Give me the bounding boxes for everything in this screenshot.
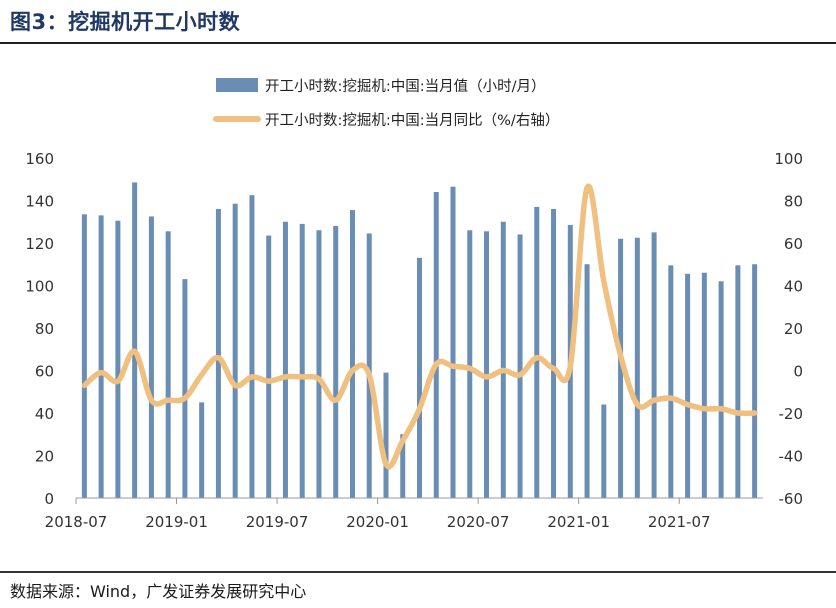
legend-swatch-bar: [216, 78, 258, 92]
legend: 开工小时数:挖掘机:中国:当月值（小时/月） 开工小时数:挖掘机:中国:当月同比…: [213, 78, 559, 129]
x-tick-label-2021-07: 2021-07: [648, 513, 711, 531]
left-axis-ticks: 0 20 40 60 80 100 120 140 160: [25, 150, 54, 508]
bar-2019-03: [215, 209, 221, 498]
bar-2021-11: [752, 264, 758, 498]
bar-2018-08: [98, 215, 104, 499]
bar-series: [81, 182, 758, 499]
x-tick-label-2020-07: 2020-07: [447, 513, 510, 531]
bar-2018-09: [115, 220, 121, 498]
right-axis-ticks: -60 -40 -20 0 20 40 60 80 100: [774, 150, 803, 508]
bar-2019-05: [249, 195, 255, 498]
line-series: [81, 183, 758, 470]
bar-2020-06: [467, 230, 473, 498]
legend-label-bar: 开工小时数:挖掘机:中国:当月值（小时/月）: [265, 78, 546, 95]
left-tick-label-60: 60: [35, 363, 54, 381]
bar-2018-12: [165, 231, 171, 498]
bar-2020-09: [517, 234, 523, 498]
title-divider: [0, 42, 836, 44]
bar-2021-03: [618, 238, 624, 498]
bar-2020-02: [400, 434, 406, 498]
bar-2021-01: [584, 264, 590, 498]
bar-2019-08: [299, 223, 305, 499]
left-tick-label-40: 40: [35, 405, 54, 423]
bar-2019-01: [182, 279, 188, 499]
bar-2019-06: [266, 235, 272, 498]
bar-2020-03: [417, 257, 422, 499]
legend-label-line: 开工小时数:挖掘机:中国:当月同比（%/右轴）: [265, 112, 559, 129]
bar-2019-04: [232, 203, 238, 498]
right-tick-label-100: 100: [774, 150, 803, 168]
right-tick-label--60: -60: [779, 490, 804, 508]
right-tick-label-40: 40: [784, 278, 803, 296]
x-tick-label-2018-07: 2018-07: [45, 513, 108, 531]
left-tick-label-140: 140: [25, 193, 54, 211]
bar-2021-09: [718, 281, 724, 498]
x-tick-label-2019-01: 2019-01: [145, 513, 208, 531]
chart-canvas: 开工小时数:挖掘机:中国:当月值（小时/月） 开工小时数:挖掘机:中国:当月同比…: [25, 78, 803, 531]
right-tick-label-20: 20: [784, 320, 803, 338]
bar-2021-05: [651, 232, 657, 499]
left-tick-label-100: 100: [25, 278, 54, 296]
bar-2021-02: [601, 404, 607, 498]
left-tick-label-20: 20: [35, 448, 54, 466]
bar-2019-10: [333, 226, 339, 498]
bar-2020-04: [433, 192, 439, 498]
bar-2018-07: [81, 214, 87, 498]
right-tick-label-60: 60: [784, 235, 803, 253]
bar-2020-11: [551, 209, 557, 498]
bar-2018-10: [132, 182, 138, 498]
right-tick-label--20: -20: [779, 405, 804, 423]
left-tick-label-80: 80: [35, 320, 54, 338]
right-tick-label--40: -40: [779, 448, 804, 466]
yoy-line: [81, 183, 758, 470]
right-tick-label-0: 0: [793, 363, 803, 381]
bar-2020-05: [450, 186, 456, 498]
right-tick-label-80: 80: [784, 193, 803, 211]
bar-2018-11: [148, 216, 154, 498]
footer-divider: [0, 571, 836, 573]
bar-2019-02: [199, 402, 205, 499]
bar-2019-09: [316, 230, 322, 498]
bar-2019-11: [349, 210, 355, 498]
left-tick-label-0: 0: [44, 490, 54, 508]
left-tick-label-120: 120: [25, 235, 54, 253]
source-note: 数据来源：Wind，广发证券发展研究中心: [10, 582, 307, 601]
bar-2020-07: [484, 231, 490, 498]
bar-2019-12: [366, 233, 372, 498]
left-tick-label-160: 160: [25, 150, 54, 168]
figure-title: 图3：挖掘机开工小时数: [10, 10, 241, 34]
bar-2021-10: [735, 265, 741, 498]
bar-2019-07: [282, 221, 288, 498]
bar-2021-06: [668, 265, 674, 498]
bar-2020-10: [534, 206, 540, 499]
bar-2021-08: [701, 272, 707, 498]
bar-2021-04: [634, 237, 640, 498]
bar-2020-01: [383, 372, 389, 499]
x-axis-ticks: 2018-07 2019-01 2019-07 2020-01 2020-07 2021-…: [45, 498, 711, 531]
bar-2021-07: [685, 273, 691, 498]
x-tick-label-2019-07: 2019-07: [246, 513, 309, 531]
x-tick-label-2021-01: 2021-01: [547, 513, 610, 531]
bar-2020-08: [500, 221, 506, 498]
x-tick-label-2020-01: 2020-01: [346, 513, 409, 531]
